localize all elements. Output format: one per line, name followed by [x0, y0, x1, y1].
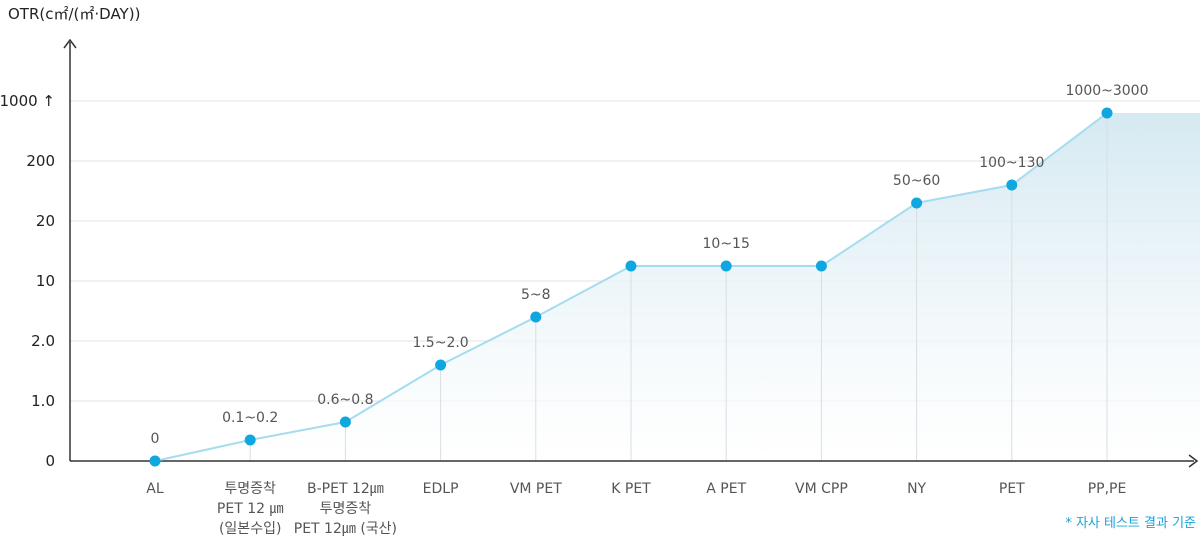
x-tick-label-line: PP,PE: [1088, 481, 1127, 497]
data-point: [625, 260, 637, 272]
x-tick-label-line: 투명증착: [320, 501, 372, 517]
data-point: [149, 455, 161, 467]
x-tick-label-line: AL: [146, 481, 164, 497]
data-label: 50~60: [893, 173, 940, 189]
x-tick-label-line: PET: [999, 481, 1025, 497]
x-tick-label-line: B-PET 12㎛: [307, 481, 384, 497]
area-fill: [155, 113, 1200, 461]
x-tick-label: A PET: [706, 481, 746, 497]
y-tick-label: 0: [45, 452, 55, 470]
data-label: 1.5~2.0: [412, 335, 468, 351]
footnote: * 자사 테스트 결과 기준: [1065, 516, 1196, 531]
x-tick-label-line: A PET: [706, 481, 746, 497]
x-tick-label-line: VM PET: [510, 481, 562, 497]
y-axis-arrow: [63, 38, 77, 49]
x-tick-label: PET: [999, 481, 1025, 497]
x-tick-label-line: PET 12㎛ (국산): [294, 521, 397, 537]
data-label: 1000~3000: [1066, 83, 1149, 99]
y-tick-label: 10: [36, 272, 55, 290]
data-point: [720, 260, 732, 272]
x-tick-label: VM CPP: [795, 481, 848, 497]
y-tick-label: 2.0: [31, 332, 55, 350]
data-point: [435, 359, 447, 371]
data-label: 10~15: [703, 236, 750, 252]
data-points: [149, 107, 1113, 467]
x-tick-label: B-PET 12㎛ 투명증착 PET 12㎛ (국산): [294, 481, 397, 537]
data-point: [530, 311, 542, 323]
x-tick-label-line: EDLP: [423, 481, 459, 497]
data-label: 0.1~0.2: [222, 410, 278, 426]
x-tick-label: 투명증착 PET 12 ㎛ (일본수입): [217, 481, 284, 537]
x-tick-label-line: 투명증착: [224, 481, 276, 497]
x-axis-arrow: [1188, 454, 1199, 468]
y-tick-label: 200: [26, 152, 55, 170]
x-tick-label-line: (일본수입): [219, 521, 281, 537]
y-tick-label: 20: [36, 212, 55, 230]
x-tick-label-line: K PET: [611, 481, 651, 497]
x-tick-label-line: PET 12 ㎛: [217, 501, 284, 517]
x-tick-label-line: NY: [907, 481, 926, 497]
data-point: [815, 260, 827, 272]
y-tick-labels: 0 1.0 2.0 10 20 200 1000 ↑: [0, 92, 55, 470]
y-tick-label: 1000 ↑: [0, 92, 55, 110]
data-label: 0.6~0.8: [317, 392, 373, 408]
x-tick-label: K PET: [611, 481, 651, 497]
data-point: [1101, 107, 1113, 119]
data-labels: 0 0.1~0.2 0.6~0.8 1.5~2.0 5~8 10~15 50~60 100~1…: [151, 83, 1149, 447]
data-point: [1006, 179, 1018, 191]
x-tick-label: AL: [146, 481, 164, 497]
axes: [63, 38, 1199, 468]
x-tick-label: EDLP: [423, 481, 459, 497]
x-tick-label: PP,PE: [1088, 481, 1127, 497]
data-label: 0: [151, 431, 160, 447]
area-layer: [155, 113, 1200, 461]
x-tick-label: VM PET: [510, 481, 562, 497]
x-tick-labels: AL 투명증착 PET 12 ㎛ (일본수입) B-PET 12㎛ 투명증착 PET 12㎛…: [146, 481, 1126, 537]
data-label: 100~130: [979, 155, 1044, 171]
data-label: 5~8: [521, 287, 551, 303]
y-tick-label: 1.0: [31, 392, 55, 410]
x-tick-label-line: VM CPP: [795, 481, 848, 497]
x-tick-label: NY: [907, 481, 926, 497]
data-point: [244, 434, 256, 446]
y-axis-title: OTR(c㎡/(㎡·DAY)): [8, 5, 140, 23]
drop-lines: [249, 113, 1108, 461]
data-point: [911, 197, 923, 209]
data-point: [339, 416, 351, 428]
